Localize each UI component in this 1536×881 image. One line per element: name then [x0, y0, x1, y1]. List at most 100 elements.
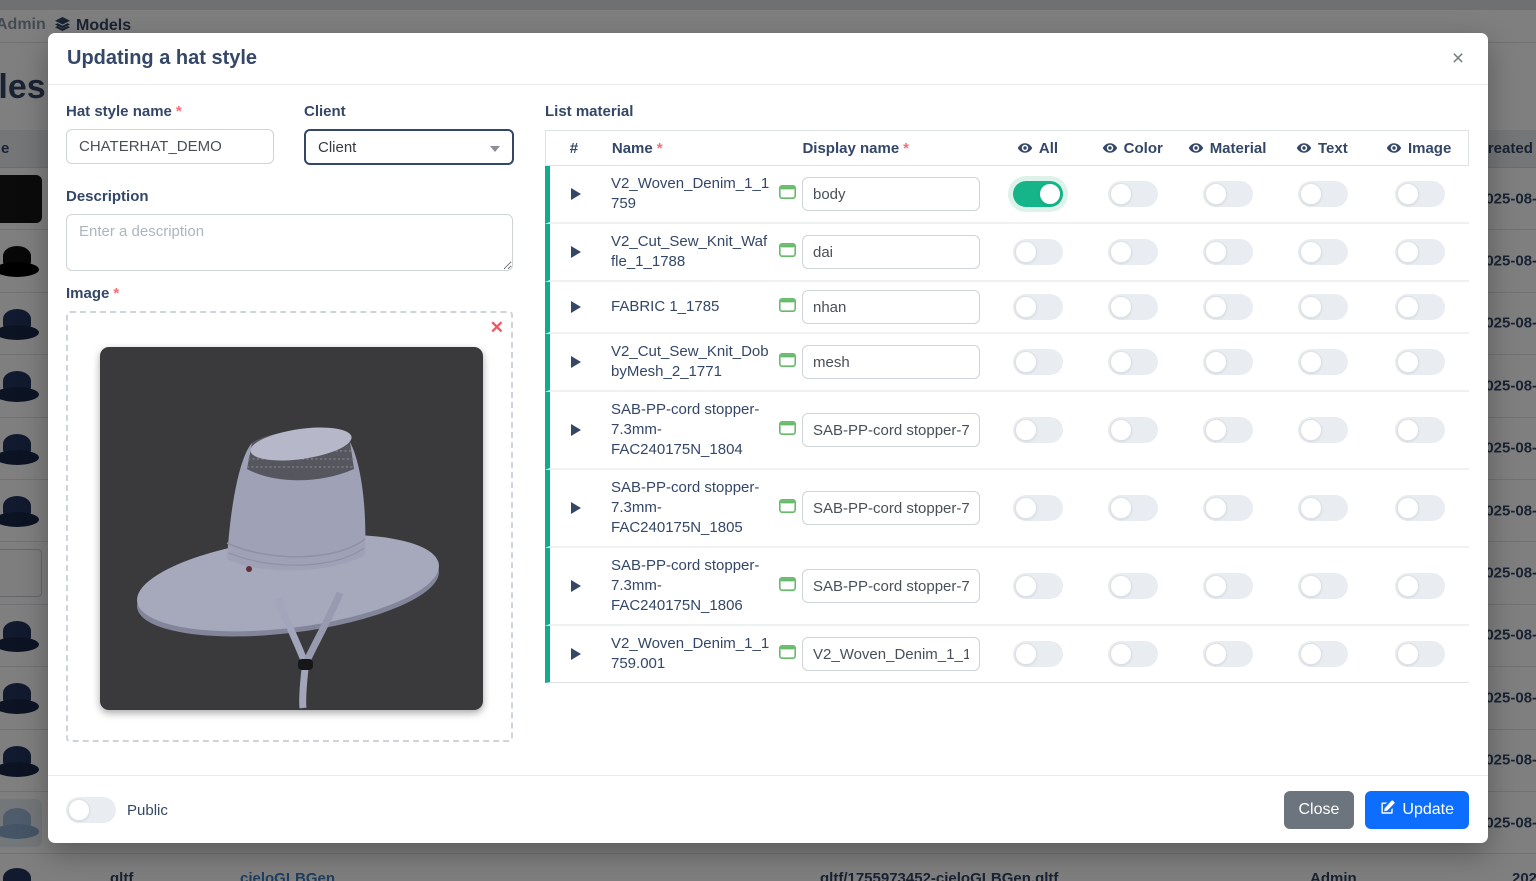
toggle-all[interactable] — [1012, 294, 1063, 320]
material-name: SAB-PP-cord stopper-7.3mm-FAC240175N_180… — [611, 401, 760, 458]
toggle-text[interactable] — [1297, 495, 1348, 521]
public-toggle[interactable] — [66, 797, 116, 823]
toggle-color[interactable] — [1107, 495, 1158, 521]
material-table-header: # Name * Display name * All Color Mate — [545, 130, 1469, 166]
toggle-color[interactable] — [1107, 417, 1158, 443]
toggle-knob — [1109, 575, 1132, 597]
toggle-color[interactable] — [1107, 641, 1158, 667]
toggle-material[interactable] — [1202, 573, 1253, 599]
display-name-input[interactable] — [802, 569, 980, 603]
toggle-text[interactable] — [1297, 349, 1348, 375]
column-header-material[interactable]: Material — [1180, 140, 1275, 157]
toggle-material[interactable] — [1202, 417, 1253, 443]
description-textarea[interactable] — [66, 214, 513, 271]
toggle-text[interactable] — [1297, 294, 1348, 320]
eye-icon — [1296, 140, 1312, 156]
hat-style-name-input[interactable] — [66, 129, 274, 164]
toggle-text[interactable] — [1297, 573, 1348, 599]
toggle-all[interactable] — [1012, 239, 1063, 265]
toggle-all[interactable] — [1012, 641, 1063, 667]
expand-row-icon[interactable] — [570, 424, 581, 436]
toggle-material[interactable] — [1202, 349, 1253, 375]
column-header-text[interactable]: Text — [1274, 140, 1369, 157]
toggle-knob — [1396, 183, 1419, 205]
toggle-knob — [1204, 497, 1227, 519]
toggle-knob — [1396, 497, 1419, 519]
display-name-input[interactable] — [802, 413, 980, 447]
toggle-text[interactable] — [1297, 239, 1348, 265]
update-button[interactable]: Update — [1365, 791, 1469, 829]
toggle-knob — [1299, 575, 1322, 597]
expand-row-icon[interactable] — [570, 580, 581, 592]
eye-icon — [1102, 140, 1118, 156]
toggle-color[interactable] — [1107, 573, 1158, 599]
toggle-knob — [1109, 497, 1132, 519]
toggle-image[interactable] — [1394, 239, 1445, 265]
toggle-all[interactable] — [1012, 349, 1063, 375]
material-frame-icon — [778, 242, 796, 262]
column-header-image[interactable]: Image — [1369, 140, 1468, 157]
material-row: V2_Woven_Denim_1_1759 — [545, 166, 1469, 224]
toggle-material[interactable] — [1202, 641, 1253, 667]
toggle-knob — [1299, 183, 1322, 205]
material-frame-icon — [778, 420, 796, 440]
toggle-color[interactable] — [1107, 239, 1158, 265]
toggle-text[interactable] — [1297, 641, 1348, 667]
toggle-knob — [1396, 351, 1419, 373]
column-header-display-name: Display name * — [802, 139, 910, 157]
display-name-input[interactable] — [802, 345, 980, 379]
toggle-text[interactable] — [1297, 181, 1348, 207]
client-select[interactable]: Client — [304, 129, 514, 165]
display-name-input[interactable] — [802, 177, 980, 211]
close-icon[interactable]: × — [1444, 45, 1472, 73]
display-name-input[interactable] — [802, 235, 980, 269]
expand-row-icon[interactable] — [570, 188, 581, 200]
column-header-all[interactable]: All — [990, 140, 1085, 157]
toggle-all[interactable] — [1012, 181, 1063, 207]
expand-row-icon[interactable] — [570, 356, 581, 368]
toggle-image[interactable] — [1394, 181, 1445, 207]
toggle-knob — [1014, 296, 1037, 318]
toggle-all[interactable] — [1012, 573, 1063, 599]
toggle-image[interactable] — [1394, 417, 1445, 443]
modal-footer: Public Close Update — [48, 775, 1488, 843]
toggle-image[interactable] — [1394, 573, 1445, 599]
toggle-color[interactable] — [1107, 294, 1158, 320]
expand-row-icon[interactable] — [570, 648, 581, 660]
expand-row-icon[interactable] — [570, 301, 581, 313]
material-name: V2_Cut_Sew_Knit_Waffle_1_1788 — [611, 233, 768, 270]
toggle-knob — [1204, 296, 1227, 318]
toggle-material[interactable] — [1202, 495, 1253, 521]
toggle-knob — [1396, 296, 1419, 318]
toggle-image[interactable] — [1394, 294, 1445, 320]
material-row: V2_Cut_Sew_Knit_DobbyMesh_2_1771 — [545, 334, 1469, 392]
expand-row-icon[interactable] — [570, 502, 581, 514]
toggle-color[interactable] — [1107, 181, 1158, 207]
material-name: V2_Cut_Sew_Knit_DobbyMesh_2_1771 — [611, 343, 769, 380]
client-label: Client — [304, 103, 346, 120]
expand-row-icon[interactable] — [570, 246, 581, 258]
close-button[interactable]: Close — [1283, 791, 1355, 829]
toggle-image[interactable] — [1394, 641, 1445, 667]
image-dropzone[interactable]: ✕ — [66, 311, 513, 742]
toggle-color[interactable] — [1107, 349, 1158, 375]
toggle-all[interactable] — [1012, 495, 1063, 521]
toggle-image[interactable] — [1394, 349, 1445, 375]
toggle-all[interactable] — [1012, 417, 1063, 443]
toggle-material[interactable] — [1202, 294, 1253, 320]
column-header-color[interactable]: Color — [1085, 140, 1180, 157]
toggle-image[interactable] — [1394, 495, 1445, 521]
remove-image-icon[interactable]: ✕ — [489, 318, 504, 337]
toggle-text[interactable] — [1297, 417, 1348, 443]
toggle-material[interactable] — [1202, 239, 1253, 265]
toggle-material[interactable] — [1202, 181, 1253, 207]
list-material-label: List material — [545, 103, 634, 120]
display-name-input[interactable] — [802, 491, 980, 525]
display-name-input[interactable] — [802, 637, 980, 671]
display-name-input[interactable] — [802, 290, 980, 324]
client-select-value: Client — [318, 138, 357, 156]
column-header-name: Name * — [611, 139, 663, 157]
required-mark: * — [656, 139, 663, 157]
toggle-knob — [1204, 643, 1227, 665]
